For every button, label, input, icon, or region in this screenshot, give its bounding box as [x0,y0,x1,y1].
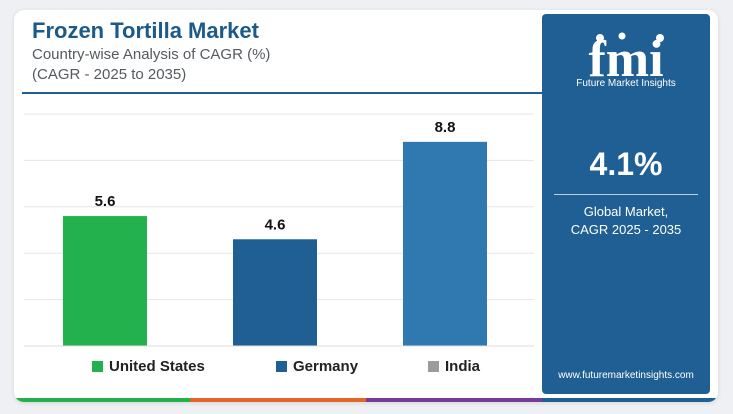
bottom-bar-segment [14,398,190,402]
legend-swatch-united-states [92,361,103,372]
panel-divider [554,194,698,195]
fmi-logo: fmi [588,31,664,88]
website-link[interactable]: www.futuremarketinsights.com [558,370,694,381]
logo-dot-icon [656,34,664,42]
chart-card: Frozen Tortilla Market Country-wise Anal… [14,10,718,402]
legend-item-united-states: United States [92,358,205,375]
bar-germany [233,239,317,346]
chart-title: Frozen Tortilla Market [32,18,259,43]
bottom-bar-segment [366,398,542,402]
legend-swatch-india [428,361,439,372]
global-cagr-period: CAGR 2025 - 2035 [570,222,682,237]
logo-subtitle: Future Market Insights [576,78,676,89]
global-cagr-value: 4.1% [589,146,663,182]
chart-legend: United States Germany India [14,358,542,380]
bar-chart: 5.6 4.6 8.8 [24,113,534,347]
bottom-bar-segment [190,398,366,402]
summary-panel: fmi Future Market Insights 4.1% Global M… [542,14,710,394]
bar-united-states [63,216,147,346]
legend-label-germany: Germany [293,358,359,375]
bottom-color-bar [14,398,718,402]
legend-label-india: India [445,358,481,375]
data-label-germany: 4.6 [265,216,286,233]
logo-dot-icon [618,32,626,40]
legend-item-india: India [428,358,480,375]
global-cagr-label: Global Market, [583,204,669,219]
bottom-bar-segment [542,398,718,402]
chart-period: (CAGR - 2025 to 2035) [32,66,187,83]
data-label-united-states: 5.6 [95,193,116,210]
legend-item-germany: Germany [276,358,358,375]
legend-swatch-germany [276,361,287,372]
legend-label-united-states: United States [109,358,205,375]
bar-india [403,141,487,346]
logo-dot-icon [596,34,604,42]
data-label-india: 8.8 [435,119,456,136]
chart-subtitle: Country-wise Analysis of CAGR (%) [32,46,271,63]
header-divider [22,92,542,94]
